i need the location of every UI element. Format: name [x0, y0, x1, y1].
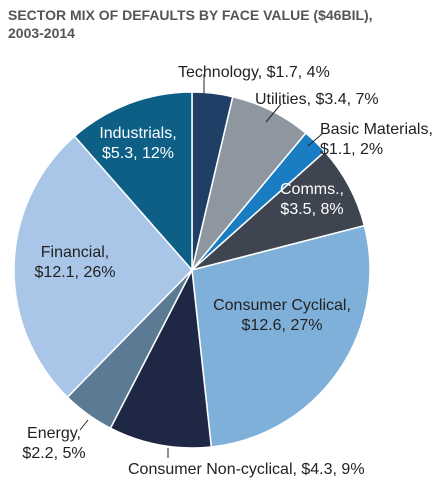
slice-label: Energy, $2.2, 5% — [22, 425, 85, 462]
slice-label-line: Technology, $1.7, 4% — [178, 64, 330, 81]
slice-label: Basic Materials, $1.1, 2% — [320, 121, 433, 158]
slice-label-line: Comms., — [280, 181, 344, 198]
chart-title: SECTOR MIX OF DEFAULTS BY FACE VALUE ($4… — [8, 7, 373, 23]
slice-label-line: Energy, — [27, 425, 81, 442]
pie-slice — [191, 224, 371, 448]
slice-label-line: $12.1, 26% — [35, 264, 116, 281]
leader-line — [265, 103, 282, 123]
pie-slice — [13, 135, 194, 399]
slice-label: Industrials, $5.3, 12% — [99, 125, 176, 162]
slice-label-line: Basic Materials, — [320, 121, 433, 138]
slice-label: Comms., $3.5, 8% — [280, 181, 344, 218]
pie-slice — [109, 267, 213, 449]
slice-label-line: $12.6, 27% — [242, 317, 323, 334]
slice-label: Financial, $12.1, 26% — [35, 244, 116, 281]
slice-label: Utilities, $3.4, 7% — [255, 91, 379, 108]
slice-label-line: $2.2, 5% — [22, 445, 85, 462]
slice-label-line: Industrials, — [99, 125, 176, 142]
slice-label: Consumer Cyclical, $12.6, 27% — [213, 297, 351, 334]
slice-label-line: $3.5, 8% — [280, 201, 343, 218]
slice-label-line: $1.1, 2% — [320, 141, 383, 158]
slice-label-line: Financial, — [41, 244, 109, 261]
slice-label-line: $5.3, 12% — [102, 145, 174, 162]
slice-label-line: Consumer Non-cyclical, $4.3, 9% — [128, 461, 365, 478]
pie-slice — [73, 91, 193, 272]
slice-label: Consumer Non-cyclical, $4.3, 9% — [128, 461, 365, 478]
chart-title: 2003-2014 — [8, 25, 75, 41]
slice-label-line: Utilities, $3.4, 7% — [255, 91, 379, 108]
leader-line — [79, 419, 89, 431]
slice-label-line: Consumer Cyclical, — [213, 297, 351, 314]
leader-line — [307, 133, 323, 147]
slice-label: Technology, $1.7, 4% — [178, 64, 330, 81]
